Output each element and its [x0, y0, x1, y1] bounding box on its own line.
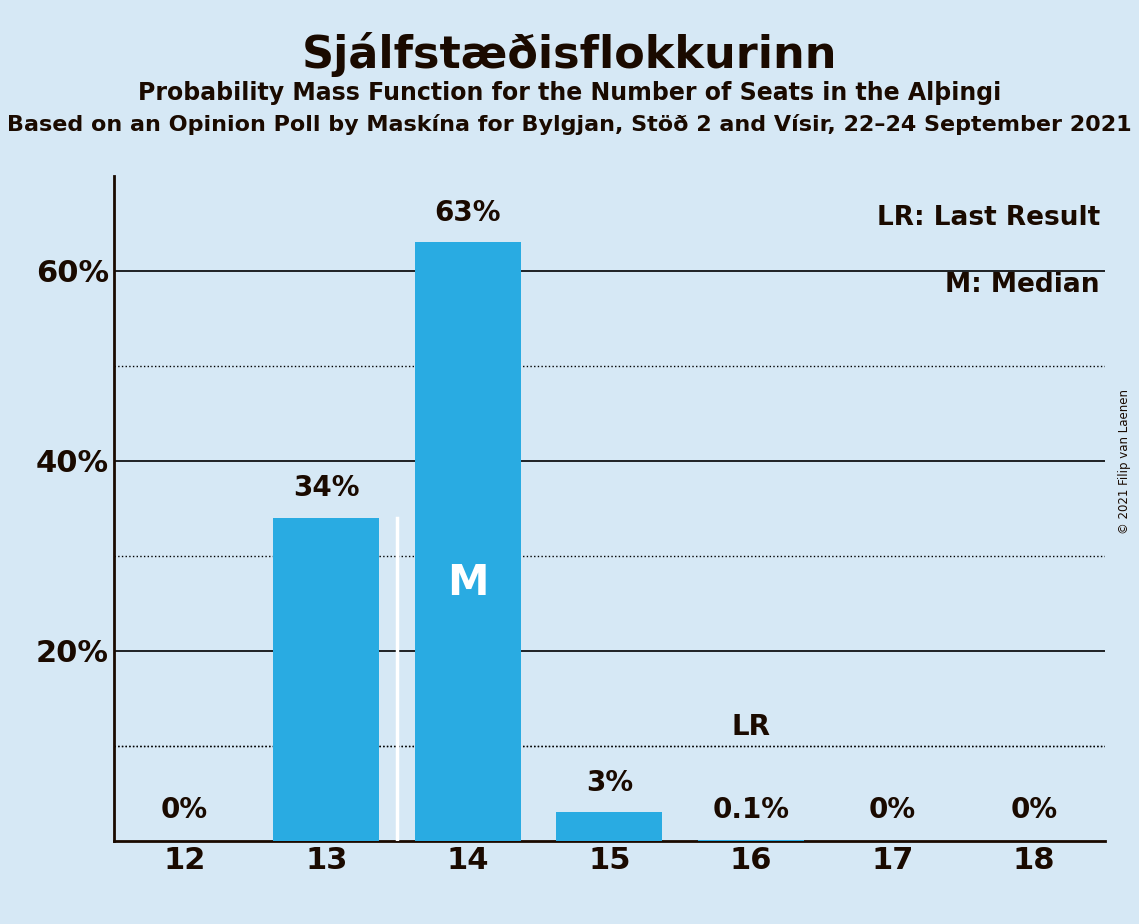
Bar [415, 242, 521, 841]
Text: 0%: 0% [161, 796, 208, 823]
Text: Sjálfstæðisflokkurinn: Sjálfstæðisflokkurinn [302, 32, 837, 78]
Text: 3%: 3% [585, 769, 633, 797]
Text: 63%: 63% [435, 199, 501, 227]
Bar [698, 840, 804, 841]
Text: M: Median: M: Median [945, 272, 1100, 298]
Text: 0.1%: 0.1% [712, 796, 789, 823]
Text: LR: LR [731, 713, 770, 741]
Text: Based on an Opinion Poll by Maskína for Bylgjan, Stöð 2 and Vísir, 22–24 Septemb: Based on an Opinion Poll by Maskína for … [7, 114, 1132, 135]
Text: 34%: 34% [293, 475, 360, 503]
Text: M: M [446, 563, 489, 604]
Text: © 2021 Filip van Laenen: © 2021 Filip van Laenen [1118, 390, 1131, 534]
Text: 0%: 0% [869, 796, 916, 823]
Text: 0%: 0% [1010, 796, 1058, 823]
Bar [273, 517, 379, 841]
Text: Probability Mass Function for the Number of Seats in the Alþingi: Probability Mass Function for the Number… [138, 81, 1001, 105]
Bar [556, 812, 663, 841]
Text: LR: Last Result: LR: Last Result [877, 205, 1100, 232]
